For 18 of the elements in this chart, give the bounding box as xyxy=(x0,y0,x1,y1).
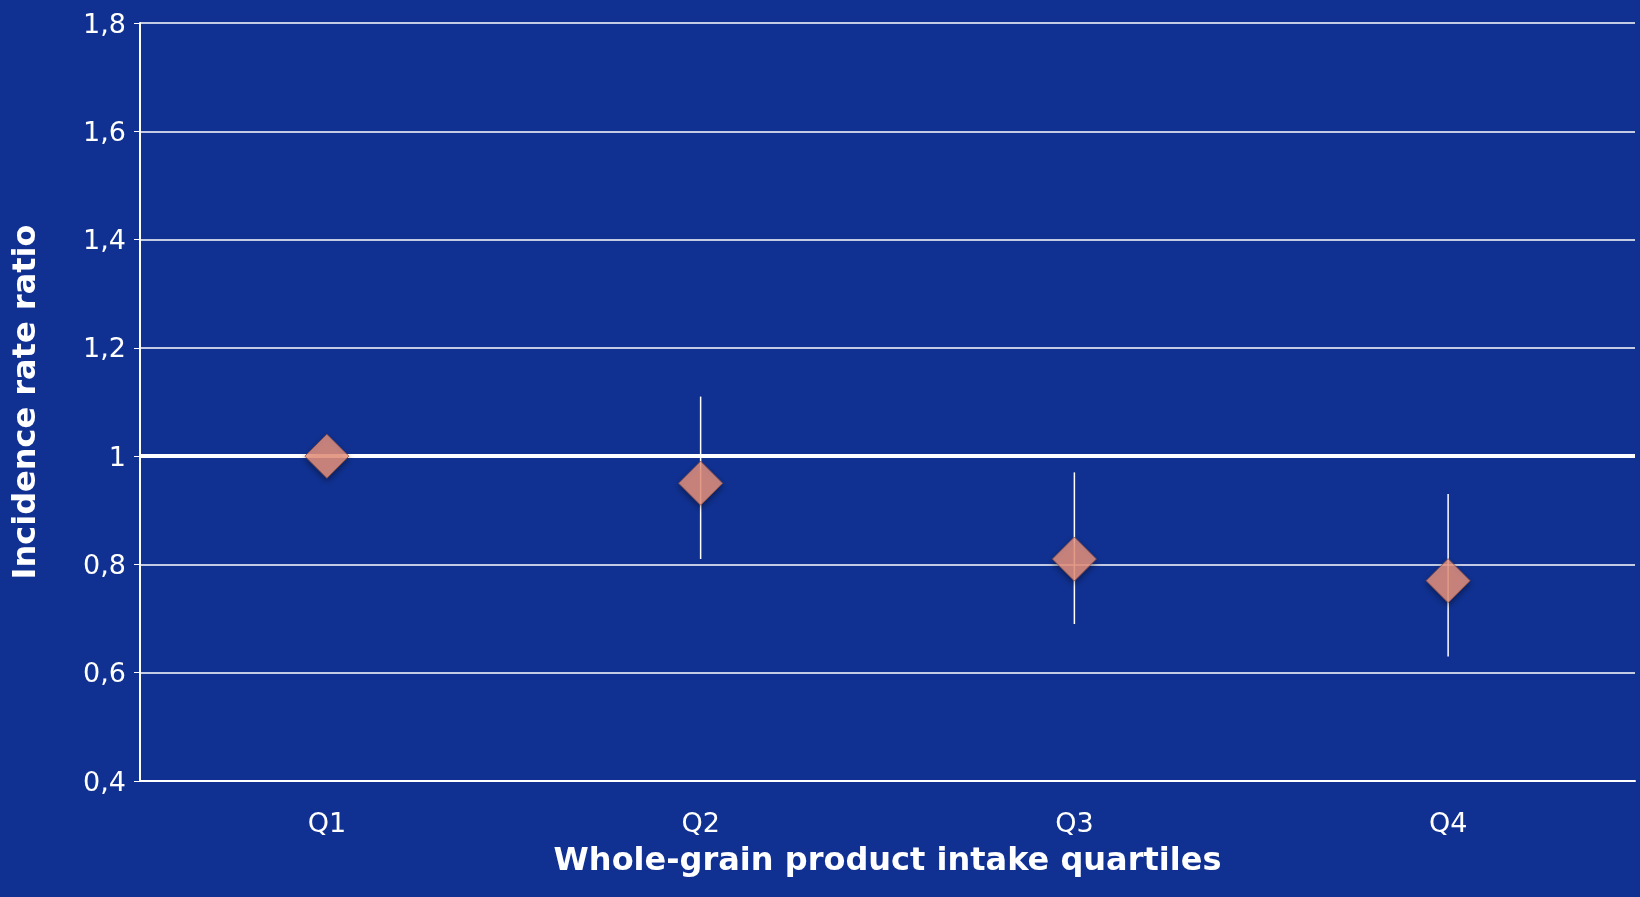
y-tick-label: 1,4 xyxy=(83,224,126,256)
y-tick-label: 0,4 xyxy=(83,765,126,797)
x-tick-label: Q3 xyxy=(1055,807,1094,838)
y-tick-label: 1,6 xyxy=(83,115,126,147)
x-tick-label: Q4 xyxy=(1428,807,1468,838)
point xyxy=(1051,536,1097,582)
x-tick-label: Q2 xyxy=(681,807,720,838)
y-tick-label: 0,8 xyxy=(83,548,126,580)
y-axis-title: Incidence rate ratio xyxy=(5,224,43,580)
y-tick-label: 1,2 xyxy=(83,332,126,364)
y-tick-label: 0,6 xyxy=(83,657,126,689)
x-axis-title: Whole-grain product intake quartiles xyxy=(553,840,1222,878)
x-tick-label: Q1 xyxy=(307,807,347,838)
point xyxy=(1425,558,1471,604)
y-tick-label: 1,8 xyxy=(83,7,126,39)
point xyxy=(304,433,350,479)
point xyxy=(678,460,724,506)
y-tick-label: 1 xyxy=(108,440,126,472)
